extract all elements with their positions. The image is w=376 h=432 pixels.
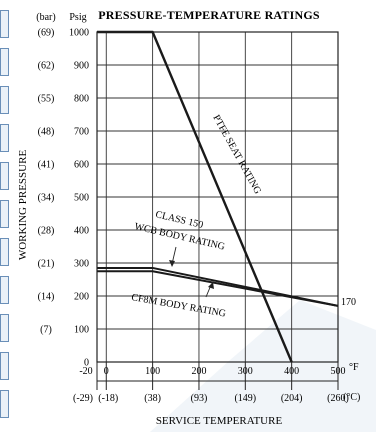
chart-title: PRESSURE-TEMPERATURE RATINGS [98,8,320,22]
y-tick-label-bar: (55) [38,94,55,105]
y-tick-label-psig: 800 [74,94,89,105]
y-tick-label-psig: 400 [74,226,89,237]
y-unit-secondary: (bar) [36,12,55,23]
y-tick-label-bar: (14) [38,292,55,303]
y-tick-label-psig: 500 [74,193,89,204]
y-tick-label-psig: 600 [74,160,89,171]
series-line-3 [97,270,339,307]
x-tick-label-f: 400 [284,366,299,377]
x-tick-label-c: (149) [234,393,256,404]
cf8m-leader-arrowhead [208,282,214,289]
y-axis-ticks: 0 100 (7) 200 (14) 300 (21) 400 (28) 500 (34) 600 (4… [38,28,89,369]
y-tick-label-psig: 300 [74,259,89,270]
y-tick-label-psig: 0 [84,358,89,369]
x-tick-label-f: 300 [238,366,253,377]
x-tick-label-f: 200 [191,366,206,377]
y-tick-label-bar: (28) [38,226,55,237]
left-frame-decoration [0,0,10,432]
y-tick-label-bar: (34) [38,193,55,204]
y-tick-label-psig: 200 [74,292,89,303]
y-tick-label-psig: 900 [74,61,89,72]
y-tick-label-psig: 1000 [69,28,89,39]
y-tick-label-psig: 100 [74,325,89,336]
y-tick-label-bar: (62) [38,61,55,72]
x-tick-label-c: (93) [191,393,208,404]
x-axis-ticks: -20 (-29) 0 (-18) 100 (38) 200 (93) 300 (149) 400 (… [73,362,349,404]
y-tick-label-psig: 700 [74,127,89,138]
x-tick-label-f: 500 [331,366,346,377]
series-line-2 [97,266,339,307]
x-tick-label-c: (38) [144,393,161,404]
wcb-leader-arrowhead [169,260,175,267]
y-tick-label-bar: (69) [38,28,55,39]
y-tick-label-bar: (48) [38,127,55,138]
wcb-body-rating-label: WCB BODY RATING [133,221,226,253]
watermark-shape [150,300,376,432]
x-tick-label-c: (-29) [73,393,93,404]
y-axis-title: WORKING PRESSURE [17,150,29,261]
x-tick-label-f: -20 [79,366,92,377]
y-unit-primary: Psig [69,12,86,23]
y-tick-label-bar: (41) [38,160,55,171]
x-tick-label-c: (204) [281,393,303,404]
plot-frame [96,31,339,363]
x-axis-title: SERVICE TEMPERATURE [156,415,283,427]
x-unit-primary: °F [349,362,359,373]
x-unit-secondary: (°C) [343,392,360,403]
end-value-label: 170 [341,297,356,308]
x-tick-label-f: 100 [145,366,160,377]
y-tick-label-bar: (21) [38,259,55,270]
ptfe-seat-rating-label: PTFE SEAT RATING [210,113,263,196]
x-tick-label-f: 0 [104,366,109,377]
x-tick-label-c: (260) [327,393,349,404]
x-tick-label-c: (-18) [98,393,118,404]
y-tick-label-bar: (7) [40,325,52,336]
